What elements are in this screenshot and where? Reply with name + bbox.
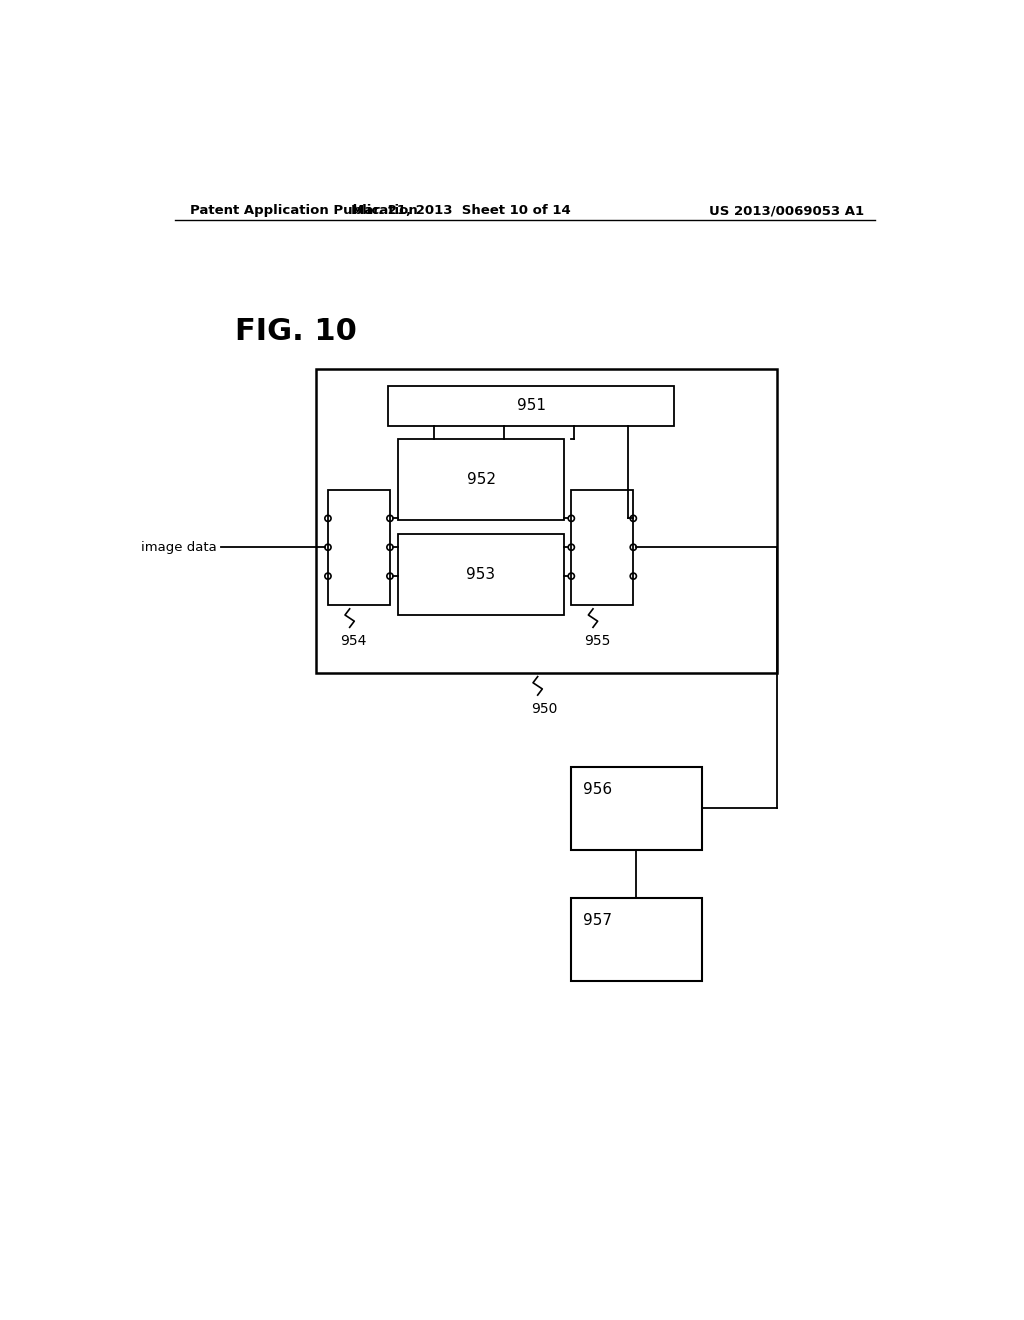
Text: Mar. 21, 2013  Sheet 10 of 14: Mar. 21, 2013 Sheet 10 of 14 <box>351 205 571 218</box>
Text: 952: 952 <box>467 473 496 487</box>
Bar <box>571 898 701 981</box>
Bar <box>571 490 633 605</box>
Text: 950: 950 <box>530 702 557 715</box>
Bar <box>397 535 564 615</box>
Bar <box>328 490 390 605</box>
Text: 956: 956 <box>583 781 612 797</box>
Text: US 2013/0069053 A1: US 2013/0069053 A1 <box>710 205 864 218</box>
Text: FIG. 10: FIG. 10 <box>234 317 356 346</box>
Text: 951: 951 <box>516 399 546 413</box>
Bar <box>388 385 675 425</box>
Bar <box>397 440 564 520</box>
Text: Patent Application Publication: Patent Application Publication <box>190 205 418 218</box>
Bar <box>316 368 777 673</box>
Bar <box>571 767 701 850</box>
Text: 954: 954 <box>340 635 367 648</box>
Text: 955: 955 <box>584 635 610 648</box>
Text: image data: image data <box>141 541 217 554</box>
Text: 957: 957 <box>583 913 612 928</box>
Text: 953: 953 <box>467 568 496 582</box>
